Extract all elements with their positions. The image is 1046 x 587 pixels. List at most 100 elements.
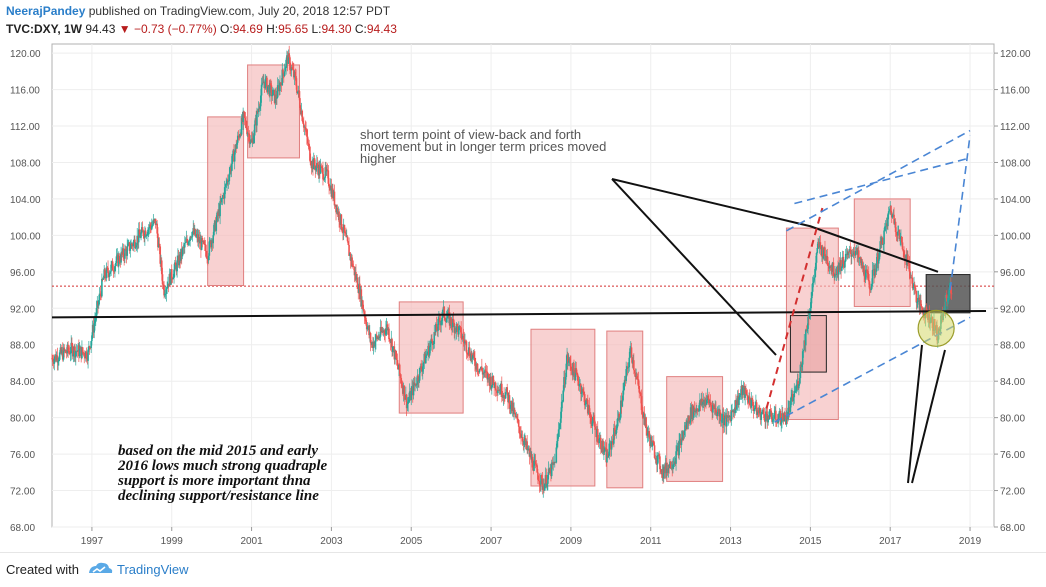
candle-body (272, 89, 274, 95)
candle-body (203, 243, 206, 245)
candle-body (738, 395, 741, 398)
candle-body (156, 223, 158, 234)
candle-body (356, 277, 359, 289)
candle-body (415, 383, 417, 386)
candle-body (76, 351, 79, 353)
candle-body (433, 332, 436, 344)
candle-body (780, 422, 783, 425)
candle-body (809, 308, 812, 313)
candle-body (945, 294, 948, 299)
candle-body (634, 372, 637, 377)
candle-body (219, 201, 221, 217)
tradingview-link[interactable]: TradingView (117, 562, 189, 577)
candle-body (752, 399, 754, 406)
candle-body (762, 409, 765, 415)
candle-body (547, 474, 549, 484)
candle-body (680, 437, 683, 446)
candle-body (858, 257, 861, 259)
candle-body (321, 166, 323, 169)
candle-body (118, 256, 121, 262)
candle-body (476, 363, 479, 371)
candle-body (362, 308, 365, 312)
candle-body (299, 98, 301, 108)
candle-body (221, 197, 224, 199)
candle-body (301, 110, 304, 121)
candle-body (154, 218, 157, 225)
candle-body (812, 280, 815, 283)
candle-body (715, 408, 717, 413)
candle-body (375, 335, 377, 342)
candle-body (816, 248, 819, 253)
candle-body (270, 85, 273, 97)
candle-body (637, 379, 640, 386)
candle-body (552, 462, 555, 465)
candle-body (269, 83, 272, 86)
x-tick-label: 1997 (81, 536, 104, 547)
candle-body (659, 469, 662, 473)
candle-body (67, 344, 69, 352)
candle-body (875, 263, 878, 272)
low-label: L: (311, 22, 322, 36)
candle-body (623, 379, 626, 386)
author-link[interactable]: NeerajPandey (6, 4, 86, 18)
candle-body (306, 130, 308, 137)
candle-body (181, 248, 184, 257)
candle-body (753, 408, 756, 412)
candle-body (316, 163, 319, 169)
candle-body (591, 421, 594, 427)
candle-body (94, 317, 97, 321)
candle-body (689, 421, 691, 423)
candle-body (895, 232, 898, 234)
candle-body (516, 416, 518, 420)
candle-body (244, 118, 247, 121)
candle-body (665, 462, 667, 473)
candle-body (913, 284, 916, 288)
candle-body (827, 264, 829, 266)
candle-body (514, 412, 517, 417)
highlight-box (530, 328, 596, 487)
candle-body (323, 177, 326, 180)
candle-body (639, 393, 642, 397)
candle-body (738, 397, 740, 405)
candle-body (455, 323, 458, 333)
candle-body (98, 300, 100, 306)
candle-body (105, 267, 108, 279)
price-chart[interactable]: 68.00 68.00 72.00 72.00 76.00 76.00 80.00 80.00… (0, 0, 1046, 552)
candle-body (231, 154, 234, 164)
candle-body (857, 250, 860, 259)
candle-body (702, 402, 704, 405)
candle-body (652, 440, 654, 443)
candle-body (431, 338, 433, 342)
candle-body (128, 242, 131, 251)
candle-body (879, 241, 882, 250)
candle-body (200, 238, 203, 250)
candle-body (900, 236, 903, 243)
tradingview-logo-icon[interactable] (86, 559, 114, 579)
highlight-box (606, 330, 644, 489)
candle-body (292, 68, 294, 70)
candle-body (783, 412, 786, 422)
candle-body (844, 261, 846, 268)
candle-body (145, 234, 148, 237)
candle-body (627, 367, 630, 369)
candle-body (618, 413, 621, 421)
candle-body (523, 440, 525, 445)
candle-body (798, 384, 800, 389)
candle-body (420, 366, 423, 370)
candle-body (403, 385, 406, 400)
candle-body (494, 382, 497, 391)
candle-body (773, 412, 776, 419)
candle-body (646, 427, 648, 436)
candle-body (708, 398, 710, 403)
candle-body (767, 416, 769, 423)
y-tick-label-left: 112.00 (10, 122, 40, 133)
candle-body (693, 407, 696, 413)
candle-body (600, 437, 602, 450)
candle-body (56, 355, 59, 363)
candle-body (279, 82, 281, 92)
candle-body (289, 57, 291, 70)
symbol-label: TVC:DXY, 1W (6, 22, 83, 36)
candle-body (646, 433, 649, 436)
candle-body (890, 212, 893, 218)
candle-body (755, 402, 758, 415)
